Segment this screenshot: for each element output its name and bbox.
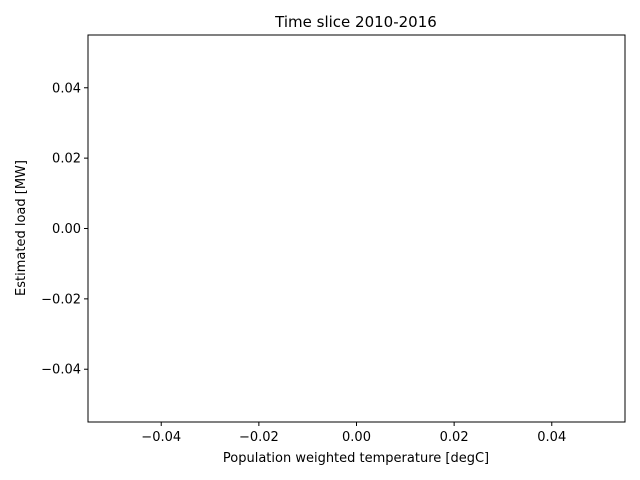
x-tick-label: 0.00 [342, 430, 371, 445]
y-axis-label: Estimated load [MW] [14, 160, 29, 296]
plot-area [87, 34, 626, 423]
x-tick-label: 0.02 [440, 430, 469, 445]
plot-background [88, 35, 625, 422]
x-tick-label: −0.02 [239, 430, 279, 445]
y-tick-label: −0.02 [41, 292, 81, 307]
y-tick-label: 0.02 [52, 152, 81, 167]
x-tick-label: −0.04 [141, 430, 181, 445]
y-tick-label: 0.00 [52, 222, 81, 237]
chart-title: Time slice 2010-2016 [274, 13, 437, 31]
y-tick-label: 0.04 [52, 81, 81, 96]
x-axis-label: Population weighted temperature [degC] [223, 451, 489, 466]
x-axis: −0.04 −0.02 0.00 0.02 0.04 [141, 422, 566, 445]
x-tick-label: 0.04 [537, 430, 566, 445]
y-axis: −0.04 −0.02 0.00 0.02 0.04 [41, 81, 88, 378]
y-tick-label: −0.04 [41, 363, 81, 378]
